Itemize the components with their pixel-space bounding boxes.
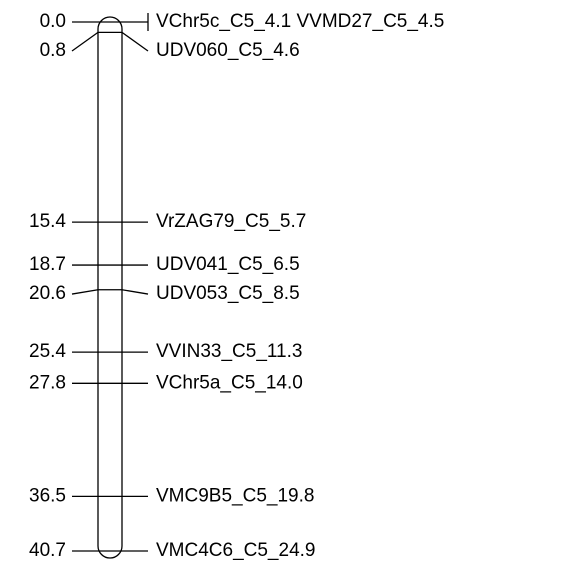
marker-label: VChr5a_C5_14.0 [156,372,303,393]
position-label: 20.6 [29,283,66,304]
left-connector [71,289,99,295]
marker-label: VrZAG79_C5_5.7 [156,211,306,232]
position-label: 18.7 [29,254,66,275]
marker-label: VMC4C6_C5_24.9 [156,540,315,561]
position-label: 0.0 [40,11,66,32]
chromosome [97,16,123,559]
position-label: 15.4 [29,211,66,232]
marker-label: VChr5c_C5_4.1 VVMD27_C5_4.5 [156,11,444,32]
right-connector [121,289,149,295]
position-label: 25.4 [29,341,66,362]
marker-label: UDV041_C5_6.5 [156,254,300,275]
marker-label: UDV053_C5_8.5 [156,283,300,304]
marker-label: VMC9B5_C5_19.8 [156,485,314,506]
position-label: 40.7 [29,540,66,561]
position-label: 36.5 [29,485,66,506]
left-connector [71,31,99,52]
position-label: 27.8 [29,372,66,393]
right-connector [121,31,149,52]
position-label: 0.8 [40,40,66,61]
marker-label: VVIN33_C5_11.3 [156,341,302,362]
marker-label: UDV060_C5_4.6 [156,40,300,61]
